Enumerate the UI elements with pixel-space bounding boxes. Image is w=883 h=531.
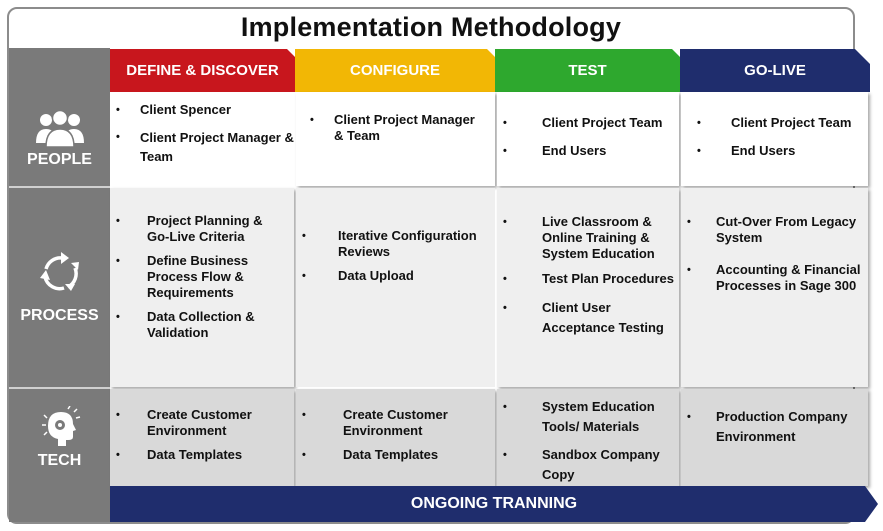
arrow-shape bbox=[680, 49, 870, 92]
list-item: Client Project Manager & Team bbox=[110, 128, 294, 166]
phase-label: DEFINE & DISCOVER bbox=[126, 62, 279, 79]
arrow-shape bbox=[110, 49, 295, 92]
list-item: Iterative Configuration Reviews bbox=[296, 228, 495, 260]
list-item: Client Spencer bbox=[110, 102, 294, 118]
row-label-process: PROCESS bbox=[20, 306, 99, 324]
phase-header-golive: GO-LIVE bbox=[680, 49, 870, 92]
row-people: PEOPLE bbox=[9, 92, 110, 186]
cell-people-test: Client Project Team End Users bbox=[497, 92, 679, 186]
cell-tech-golive: Production Company Environment bbox=[681, 389, 868, 486]
row-tech: TECH bbox=[9, 389, 110, 486]
cell-process-configure: Iterative Configuration Reviews Data Upl… bbox=[296, 188, 495, 387]
list-item: Define Business Process Flow & Requireme… bbox=[110, 253, 286, 301]
list-item: Test Plan Procedures bbox=[497, 271, 679, 287]
list-item: End Users bbox=[497, 143, 679, 159]
cell-people-golive: Client Project Team End Users bbox=[681, 92, 868, 186]
list-item: Client Project Manager & Team bbox=[304, 112, 495, 144]
row-label-people: PEOPLE bbox=[27, 151, 92, 168]
cell-people-define: Client Spencer Client Project Manager & … bbox=[110, 92, 294, 186]
phase-label: CONFIGURE bbox=[350, 62, 440, 79]
list-item: Data Templates bbox=[296, 447, 495, 463]
banner-arrow-shape bbox=[110, 486, 878, 522]
list-item: Create Customer Environment bbox=[110, 407, 294, 439]
tech-head-icon bbox=[41, 405, 80, 446]
list-item: Live Classroom & Online Training & Syste… bbox=[497, 214, 679, 262]
list-item: Data Templates bbox=[110, 447, 294, 463]
list-item: Cut-Over From Legacy System bbox=[681, 214, 862, 246]
phase-label: GO-LIVE bbox=[744, 62, 806, 79]
cell-tech-configure: Create Customer Environment Data Templat… bbox=[296, 389, 495, 486]
cell-process-test: Live Classroom & Online Training & Syste… bbox=[497, 188, 679, 387]
list-item: Data Upload bbox=[296, 268, 495, 284]
list-item: Production Company Environment bbox=[681, 407, 868, 447]
cell-process-define: Project Planning & Go-Live Criteria Defi… bbox=[110, 188, 294, 387]
cycle-arrows-icon bbox=[39, 251, 79, 291]
phase-header-configure: CONFIGURE bbox=[295, 49, 495, 92]
cell-tech-test: System Education Tools/ Materials Sandbo… bbox=[497, 389, 679, 486]
arrow-shape bbox=[495, 49, 680, 92]
list-item: Sandbox Company Copy bbox=[497, 445, 679, 485]
cell-process-golive: Cut-Over From Legacy System Accounting &… bbox=[681, 188, 868, 387]
list-item: Data Collection & Validation bbox=[110, 309, 286, 341]
row-process: PROCESS bbox=[9, 188, 110, 387]
banner-label: ONGOING TRANNING bbox=[410, 495, 578, 512]
list-item: Client User Acceptance Testing bbox=[497, 298, 679, 338]
list-item: End Users bbox=[691, 143, 868, 159]
people-icon bbox=[35, 109, 84, 147]
list-item: System Education Tools/ Materials bbox=[497, 397, 679, 437]
phase-header-test: TEST bbox=[495, 49, 680, 92]
arrow-shape bbox=[295, 49, 495, 92]
cell-people-configure: Client Project Manager & Team bbox=[296, 92, 495, 186]
list-item: Client Project Team bbox=[497, 115, 679, 131]
row-divider bbox=[9, 387, 110, 389]
row-label-tech: TECH bbox=[37, 451, 82, 469]
list-item: Client Project Team bbox=[691, 115, 868, 131]
row-divider bbox=[9, 186, 110, 188]
phase-label: TEST bbox=[568, 62, 607, 79]
diagram-title: Implementation Methodology bbox=[240, 12, 622, 42]
phase-header-define: DEFINE & DISCOVER bbox=[110, 49, 295, 92]
list-item: Accounting & Financial Processes in Sage… bbox=[681, 262, 862, 294]
list-item: Create Customer Environment bbox=[296, 407, 495, 439]
cell-tech-define: Create Customer Environment Data Templat… bbox=[110, 389, 294, 486]
ongoing-training-banner: ONGOING TRANNING bbox=[110, 486, 878, 522]
list-item: Project Planning & Go-Live Criteria bbox=[110, 213, 286, 245]
